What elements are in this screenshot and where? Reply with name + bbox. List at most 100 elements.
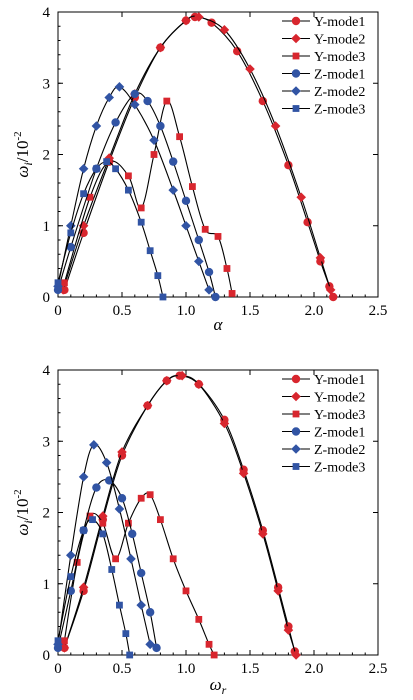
data-point [195,615,203,623]
series-line [57,443,151,645]
legend-marker [291,427,301,436]
data-point [169,555,177,563]
y-axis-label-exp: -2 [12,131,24,140]
legend-label: Y-mode2 [314,391,365,406]
data-point [78,472,89,482]
data-point [137,218,145,226]
data-point [125,172,132,180]
x-tick-label: 1.5 [241,303,260,319]
data-point [78,582,89,593]
data-point [201,225,209,233]
data-point [143,96,152,106]
data-point [101,457,112,468]
y-axis-label-exp: -2 [12,489,24,498]
data-point [112,165,119,173]
y-tick-label: 1 [43,577,51,593]
legend-marker [291,86,301,96]
data-point [80,526,87,534]
legend-marker [292,410,300,418]
data-point [169,157,178,166]
y-axis-label-unit: /10 [13,499,32,521]
legend-marker [291,374,301,384]
x-tick-label: 2.0 [305,661,324,677]
data-point [159,293,167,301]
x-tick-label: 0.5 [113,661,132,677]
data-point [205,640,213,648]
legend-label: Y-mode3 [314,50,365,65]
data-point [214,233,222,240]
data-point [61,637,68,645]
data-point [154,272,162,280]
x-tick-label: 2.5 [369,661,388,677]
data-point [296,192,306,203]
data-point [258,529,268,539]
data-point [89,516,96,524]
data-point [66,242,76,252]
y-axis-label: ωi/10-2 [12,131,35,177]
data-point [211,292,220,302]
series-z-mode3 [54,516,134,659]
legend-marker [291,16,301,26]
legend-label: Z-mode3 [314,103,365,118]
legend-marker [292,52,300,60]
x-tick-label: 0.5 [113,303,132,319]
data-point [61,279,68,287]
x-tick-label: 0 [54,661,62,677]
series-z-mode3 [54,158,167,301]
data-point [80,190,87,198]
x-tick-label: 2.5 [369,303,388,319]
data-point [163,97,171,105]
data-point [291,650,301,660]
data-point [189,183,196,190]
y-tick-label: 2 [43,148,51,164]
data-point [54,279,62,287]
data-point [91,121,102,131]
data-point [125,186,132,194]
data-point [54,637,62,645]
x-axis-label: α [214,315,224,334]
data-point [122,630,130,638]
y-axis-label: ωi/10-2 [12,489,35,535]
chart-panel-1: 0 0.5 1.0 1.5 2.0 2.501234αωi/10-2Y-mode1Y-mo… [12,5,387,334]
data-point [130,99,140,110]
data-point [99,519,107,527]
data-point [137,494,145,502]
data-point [117,494,127,503]
legend-label: Y-mode2 [314,33,365,48]
data-point [128,529,137,539]
data-point [86,193,94,201]
x-axis-label-sub: r [222,683,227,697]
y-tick-label: 0 [43,290,51,306]
y-tick-label: 4 [43,363,51,379]
y-axis-label-unit: /10 [13,141,32,163]
legend-label: Y-mode1 [314,373,365,388]
y-axis-label-sub: i [21,520,35,523]
data-point [194,235,203,245]
data-point [145,608,155,617]
data-point [204,285,214,295]
data-point [67,573,75,581]
data-point [245,64,255,74]
data-point [142,400,153,411]
data-point [210,651,218,659]
x-tick-label: 2.0 [305,303,324,319]
data-point [270,121,281,131]
data-point [152,643,161,653]
x-axis-label-main: α [214,315,224,334]
data-point [66,550,76,561]
x-tick-label: 1.0 [177,303,196,319]
data-point [103,158,111,166]
data-point [176,133,183,141]
data-point [99,530,107,538]
data-point [150,151,158,158]
series-z-mode2 [53,82,214,295]
data-point [146,491,154,499]
series-line [57,479,158,648]
series-line [63,374,296,652]
data-point [181,15,191,26]
series-line [57,161,164,298]
data-point [126,651,134,659]
data-point [329,292,338,302]
data-point [137,568,146,578]
